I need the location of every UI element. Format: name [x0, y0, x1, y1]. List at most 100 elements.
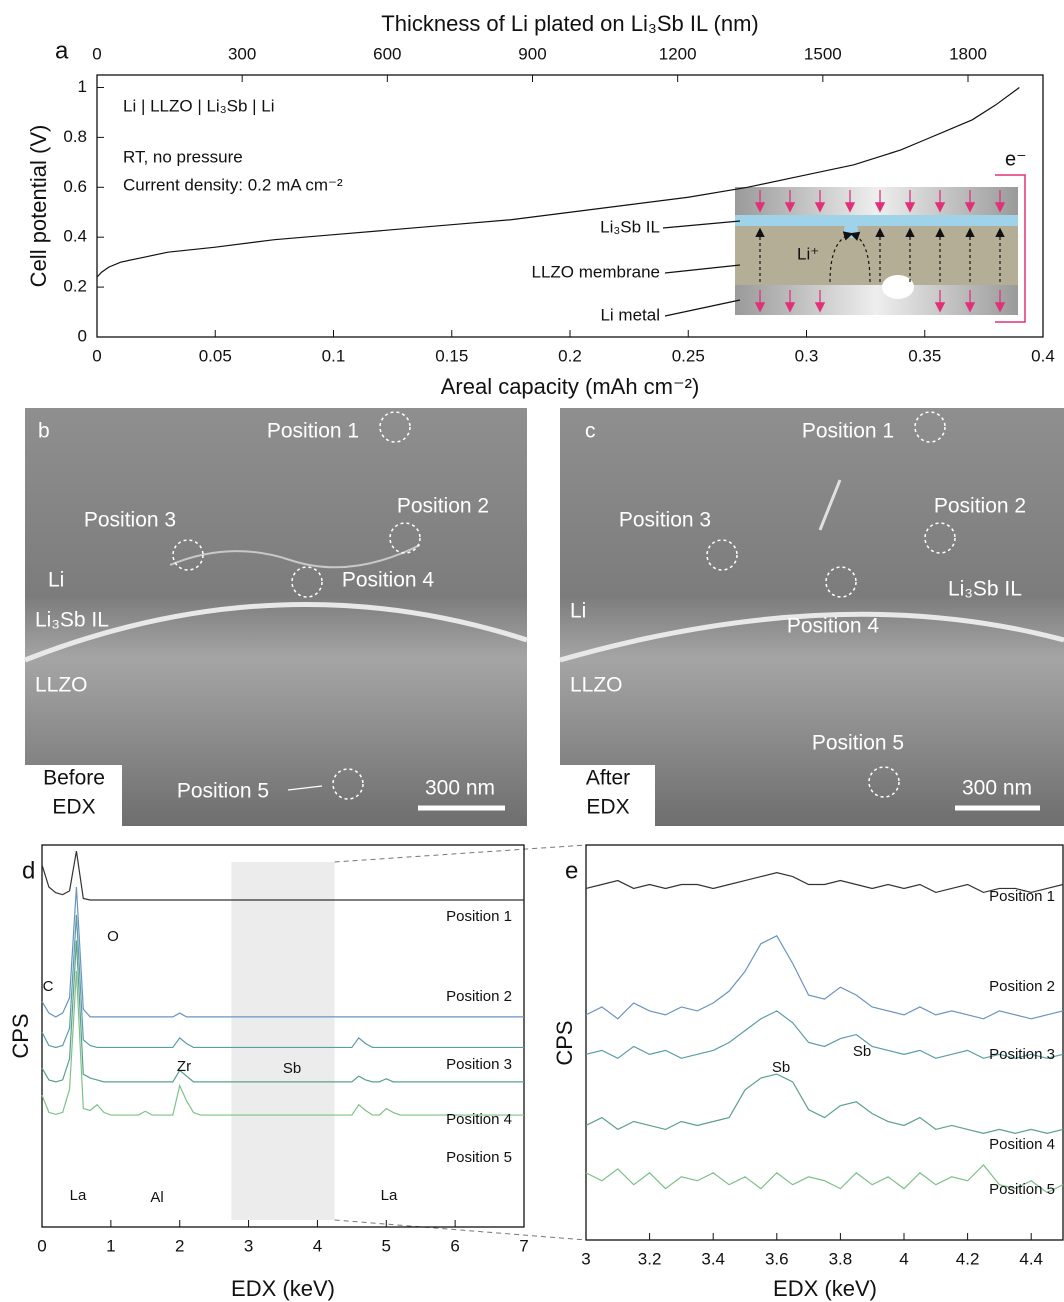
y-tick-label: 0: [78, 326, 87, 345]
peak-label: Sb: [283, 1060, 301, 1077]
x-tick-label: 3.8: [829, 1249, 853, 1268]
panel-letter: b: [38, 420, 50, 443]
caption: EDX: [52, 796, 95, 819]
electron-label: e⁻: [1005, 148, 1027, 170]
x-tick-label: 1: [106, 1236, 115, 1255]
peak-label: O: [107, 928, 119, 945]
x2-tick-label: 1800: [949, 44, 987, 63]
x-tick-label: 7: [519, 1236, 528, 1255]
x-tick-label: 0: [92, 346, 101, 365]
position-label: Position 2: [397, 495, 489, 518]
series-label: Position 3: [446, 1056, 512, 1073]
x2-tick-label: 600: [373, 44, 401, 63]
position-label: Position 3: [619, 509, 711, 532]
void: [882, 275, 914, 299]
x-tick-label: 0.05: [199, 346, 232, 365]
position-label: Position 1: [802, 420, 894, 443]
y-tick-label: 1: [78, 77, 87, 96]
x-tick-label: 0.3: [795, 346, 819, 365]
caption: EDX: [586, 796, 629, 819]
peak-label: La: [381, 1187, 398, 1204]
y-axis-label: CPS: [8, 1013, 33, 1058]
x-tick-label: 4.4: [1019, 1249, 1043, 1268]
x-axis-label: EDX (keV): [773, 1276, 877, 1301]
x-axis-label: Areal capacity (mAh cm⁻²): [441, 374, 700, 399]
y-tick-label: 0.8: [63, 127, 87, 146]
series-label: Position 3: [989, 1046, 1055, 1063]
y-tick-label: 0.6: [63, 177, 87, 196]
x2-tick-label: 300: [228, 44, 256, 63]
x2-tick-label: 1500: [804, 44, 842, 63]
zoom-line: [335, 845, 586, 862]
peak-label: Al: [150, 1189, 163, 1206]
x-tick-label: 0.2: [558, 346, 582, 365]
x-tick-label: 6: [450, 1236, 459, 1255]
position-label: Position 5: [812, 732, 904, 755]
x-axis-label: EDX (keV): [231, 1276, 335, 1301]
x-tick-label: 0.35: [908, 346, 941, 365]
x2-tick-label: 900: [518, 44, 546, 63]
series-label: Position 4: [446, 1111, 512, 1128]
region-label: Li₃Sb IL: [948, 578, 1022, 601]
x2-axis-label: Thickness of Li plated on Li₃Sb IL (nm): [381, 11, 758, 36]
inset-diagram: [663, 175, 1025, 322]
x-tick-label: 5: [382, 1236, 391, 1255]
li3sb-layer: [735, 215, 1018, 226]
peak-label: Sb: [853, 1043, 871, 1060]
inset-label: Li metal: [600, 305, 660, 324]
series-label: Position 1: [989, 888, 1055, 905]
scale-bar-label: 300 nm: [962, 777, 1032, 800]
annotation: RT, no pressure: [123, 147, 243, 166]
scale-bar-label: 300 nm: [425, 777, 495, 800]
series-label: Position 4: [989, 1136, 1055, 1153]
x-tick-label: 3.2: [638, 1249, 662, 1268]
series-label: Position 5: [446, 1149, 512, 1166]
annotation: Current density: 0.2 mA cm⁻²: [123, 175, 343, 194]
x-tick-label: 4.2: [956, 1249, 980, 1268]
panel-letter: d: [22, 857, 35, 884]
x-tick-label: 2: [175, 1236, 184, 1255]
x-tick-label: 0: [37, 1236, 46, 1255]
figure: 00.050.10.150.20.250.30.350.400.20.40.60…: [0, 0, 1064, 1302]
region-label: Li: [48, 569, 64, 592]
position-label: Position 2: [934, 495, 1026, 518]
x-tick-label: 4: [313, 1236, 322, 1255]
inset-label: Li₃Sb IL: [600, 217, 660, 236]
x2-tick-label: 0: [92, 44, 101, 63]
x-tick-label: 0.1: [322, 346, 346, 365]
region-label: LLZO: [570, 674, 623, 697]
annotation: Li | LLZO | Li₃Sb | Li: [123, 96, 275, 115]
x-tick-label: 0.4: [1031, 346, 1055, 365]
series-label: Position 5: [989, 1181, 1055, 1198]
li-metal-layer: [735, 285, 1018, 315]
position-label: Position 4: [342, 569, 435, 592]
region-label: LLZO: [35, 674, 88, 697]
caption: After: [586, 767, 630, 790]
label-leaders: [663, 221, 740, 316]
panel-letter: c: [585, 420, 596, 443]
x-tick-label: 3.6: [765, 1249, 789, 1268]
series-label: Position 2: [989, 978, 1055, 995]
region-label: Li₃Sb IL: [35, 609, 109, 632]
series-label: Position 1: [446, 908, 512, 925]
peak-label: Zr: [177, 1058, 191, 1075]
plated-li-layer: [735, 187, 1018, 215]
x-tick-label: 3: [244, 1236, 253, 1255]
peak-label: La: [70, 1187, 87, 1204]
x2-tick-label: 1200: [659, 44, 697, 63]
zoom-line: [335, 1220, 586, 1240]
region-label: Li: [570, 600, 586, 623]
panel-letter: e: [565, 857, 578, 884]
series-label: Position 2: [446, 988, 512, 1005]
highlight-band: [231, 862, 334, 1220]
y-axis-label: Cell potential (V): [26, 125, 51, 288]
position-label: Position 5: [177, 780, 269, 803]
y-tick-label: 0.4: [63, 227, 87, 246]
llzo-layer: [735, 226, 1018, 285]
x-tick-label: 0.15: [435, 346, 468, 365]
x-tick-label: 3: [581, 1249, 590, 1268]
inset-label: LLZO membrane: [532, 262, 661, 281]
peak-label: Sb: [772, 1059, 790, 1076]
y-axis-label: CPS: [552, 1020, 577, 1065]
ion-label: Li⁺: [797, 244, 819, 263]
